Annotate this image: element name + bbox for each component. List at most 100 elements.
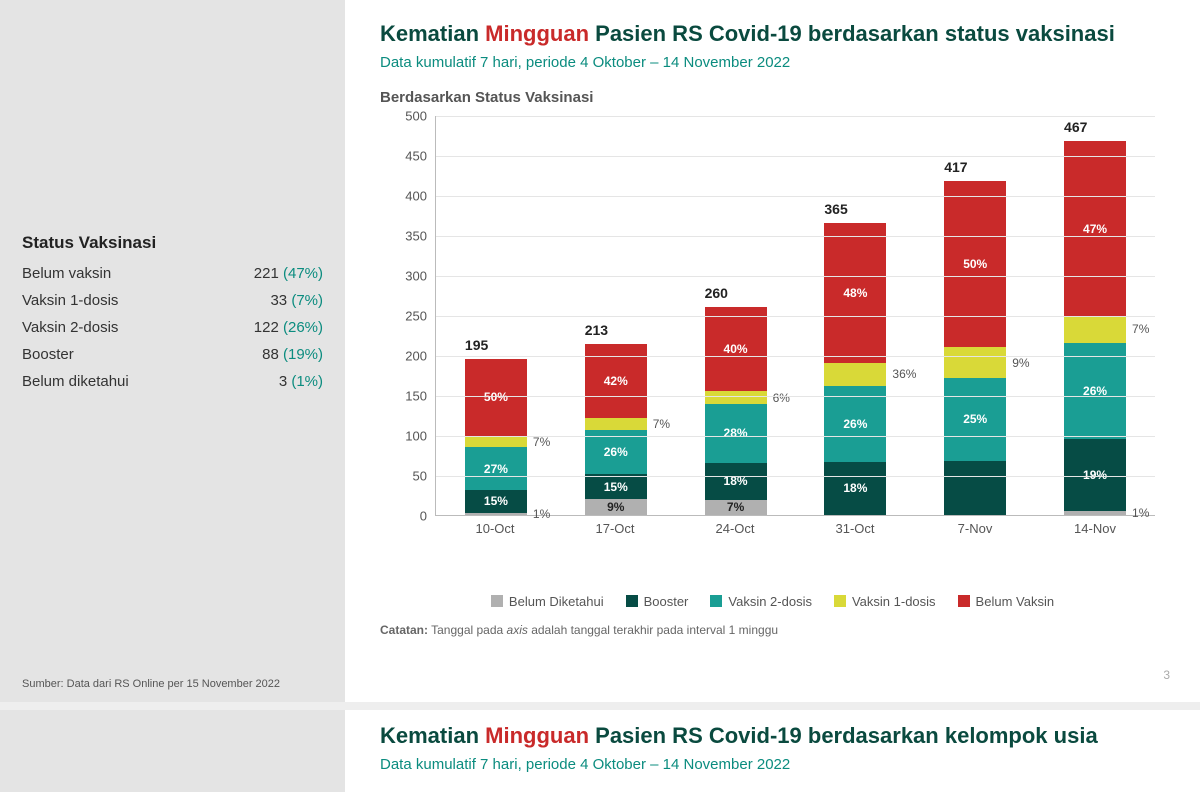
stat-value: 122 (26%) <box>228 319 323 336</box>
segment-callout: 1% <box>533 507 550 521</box>
legend-swatch <box>491 595 503 607</box>
segment-label: 48% <box>843 286 867 300</box>
bar-stack: 7%18%28%6%40%260 <box>705 307 767 515</box>
legend-label: Vaksin 1-dosis <box>852 594 936 609</box>
segment-label: 15% <box>484 494 508 508</box>
y-tick: 500 <box>405 108 427 123</box>
stat-row: Vaksin 2-dosis122 (26%) <box>22 319 323 336</box>
bar-segment-dose2: 28% <box>705 404 767 462</box>
legend-swatch <box>958 595 970 607</box>
title-pre: Kematian <box>380 21 485 46</box>
legend-item: Belum Diketahui <box>491 594 604 609</box>
bar-segment-unknown: 1% <box>1064 511 1126 515</box>
stat-value: 221 (47%) <box>228 265 323 282</box>
grid-line <box>436 436 1155 437</box>
y-axis: 050100150200250300350400450500 <box>380 116 435 516</box>
slide-title: Kematian Mingguan Pasien RS Covid-19 ber… <box>380 20 1165 48</box>
bar-segment-dose2: 26% <box>1064 343 1126 440</box>
y-tick: 200 <box>405 348 427 363</box>
bar-segment-none: 48% <box>824 223 886 363</box>
legend-label: Belum Vaksin <box>976 594 1055 609</box>
bar-segment-booster <box>944 461 1006 515</box>
slide-age-group-peek: Kematian Mingguan Pasien RS Covid-19 ber… <box>0 710 1200 792</box>
x-axis-labels: 10-Oct17-Oct24-Oct31-Oct7-Nov14-Nov <box>435 521 1155 536</box>
y-tick: 300 <box>405 268 427 283</box>
stat-row: Vaksin 1-dosis33 (7%) <box>22 292 323 309</box>
x-label: 24-Oct <box>694 521 776 536</box>
y-tick: 150 <box>405 388 427 403</box>
y-tick: 400 <box>405 188 427 203</box>
page-number: 3 <box>1163 668 1170 682</box>
segment-label: 15% <box>604 480 628 494</box>
segment-callout: 7% <box>1132 322 1149 336</box>
legend-label: Belum Diketahui <box>509 594 604 609</box>
note-pre: Tanggal pada <box>428 623 507 637</box>
segment-callout: 1% <box>1132 506 1149 520</box>
grid-line <box>436 316 1155 317</box>
bar-segment-unknown: 7% <box>705 500 767 514</box>
bar-segment-booster: 18% <box>824 462 886 515</box>
bar-column: 1%15%27%7%50%195 <box>455 359 537 515</box>
x-label: 14-Nov <box>1054 521 1136 536</box>
grid-line <box>436 276 1155 277</box>
bar-segment-unknown: 1% <box>465 513 527 515</box>
segment-label: 50% <box>484 390 508 404</box>
stat-label: Belum diketahui <box>22 373 228 390</box>
bar-stack: 1%15%27%7%50%195 <box>465 359 527 515</box>
bar-segment-dose2: 25% <box>944 378 1006 461</box>
bar-segment-none: 47% <box>1064 141 1126 316</box>
y-tick: 350 <box>405 228 427 243</box>
segment-label: 25% <box>963 412 987 426</box>
bar-segment-none: 50% <box>465 359 527 437</box>
bar-total: 467 <box>1064 119 1087 135</box>
y-tick: 250 <box>405 308 427 323</box>
bar-total: 213 <box>585 322 608 338</box>
grid-line <box>436 116 1155 117</box>
stat-value: 88 (19%) <box>228 346 323 363</box>
stat-row: Belum diketahui3 (1%) <box>22 373 323 390</box>
bar-column: 1%19%26%7%47%467 <box>1054 141 1136 515</box>
grid-line <box>436 396 1155 397</box>
sidebar: Status Vaksinasi Belum vaksin221 (47%)Va… <box>0 0 345 702</box>
grid-line <box>436 196 1155 197</box>
legend-swatch <box>710 595 722 607</box>
segment-label: 9% <box>607 500 624 514</box>
x-label: 17-Oct <box>574 521 656 536</box>
segment-callout: 36% <box>892 367 916 381</box>
stat-label: Vaksin 1-dosis <box>22 292 228 309</box>
segment-label: 47% <box>1083 222 1107 236</box>
bar-column: 18%26%36%48%365 <box>814 223 896 515</box>
bar-stack: 18%26%36%48%365 <box>824 223 886 515</box>
bar-segment-booster: 15% <box>585 474 647 500</box>
segment-label: 42% <box>604 374 628 388</box>
main-panel: Kematian Mingguan Pasien RS Covid-19 ber… <box>345 0 1200 702</box>
bar-segment-booster: 18% <box>705 463 767 501</box>
grid-line <box>436 156 1155 157</box>
stat-value: 33 (7%) <box>228 292 323 309</box>
bar-total: 260 <box>705 285 728 301</box>
x-label: 31-Oct <box>814 521 896 536</box>
y-tick: 450 <box>405 148 427 163</box>
segment-callout: 9% <box>1012 356 1029 370</box>
stat-row: Belum vaksin221 (47%) <box>22 265 323 282</box>
segment-label: 40% <box>724 342 748 356</box>
segment-label: 28% <box>724 426 748 440</box>
segment-label: 26% <box>604 445 628 459</box>
legend-item: Vaksin 2-dosis <box>710 594 812 609</box>
chart-legend: Belum DiketahuiBoosterVaksin 2-dosisVaks… <box>380 594 1165 609</box>
sidebar-peek <box>0 710 345 792</box>
plot-area: 1%15%27%7%50%1959%15%26%7%42%2137%18%28%… <box>435 116 1155 516</box>
bar-segment-dose2: 26% <box>824 386 886 462</box>
stat-label: Belum vaksin <box>22 265 228 282</box>
segment-callout: 6% <box>773 391 790 405</box>
stat-label: Booster <box>22 346 228 363</box>
next-title-post: Pasien RS Covid-19 berdasarkan kelompok … <box>589 723 1098 748</box>
note-em: axis <box>507 623 528 637</box>
bar-segment-booster: 15% <box>465 490 527 513</box>
grid-line <box>436 476 1155 477</box>
chart-note: Catatan: Tanggal pada axis adalah tangga… <box>380 623 1165 637</box>
segment-label: 50% <box>963 257 987 271</box>
bar-segment-dose1: 7% <box>585 418 647 430</box>
bar-column: 7%18%28%6%40%260 <box>695 307 777 515</box>
bar-column: 25%9%50%417 <box>934 181 1016 515</box>
